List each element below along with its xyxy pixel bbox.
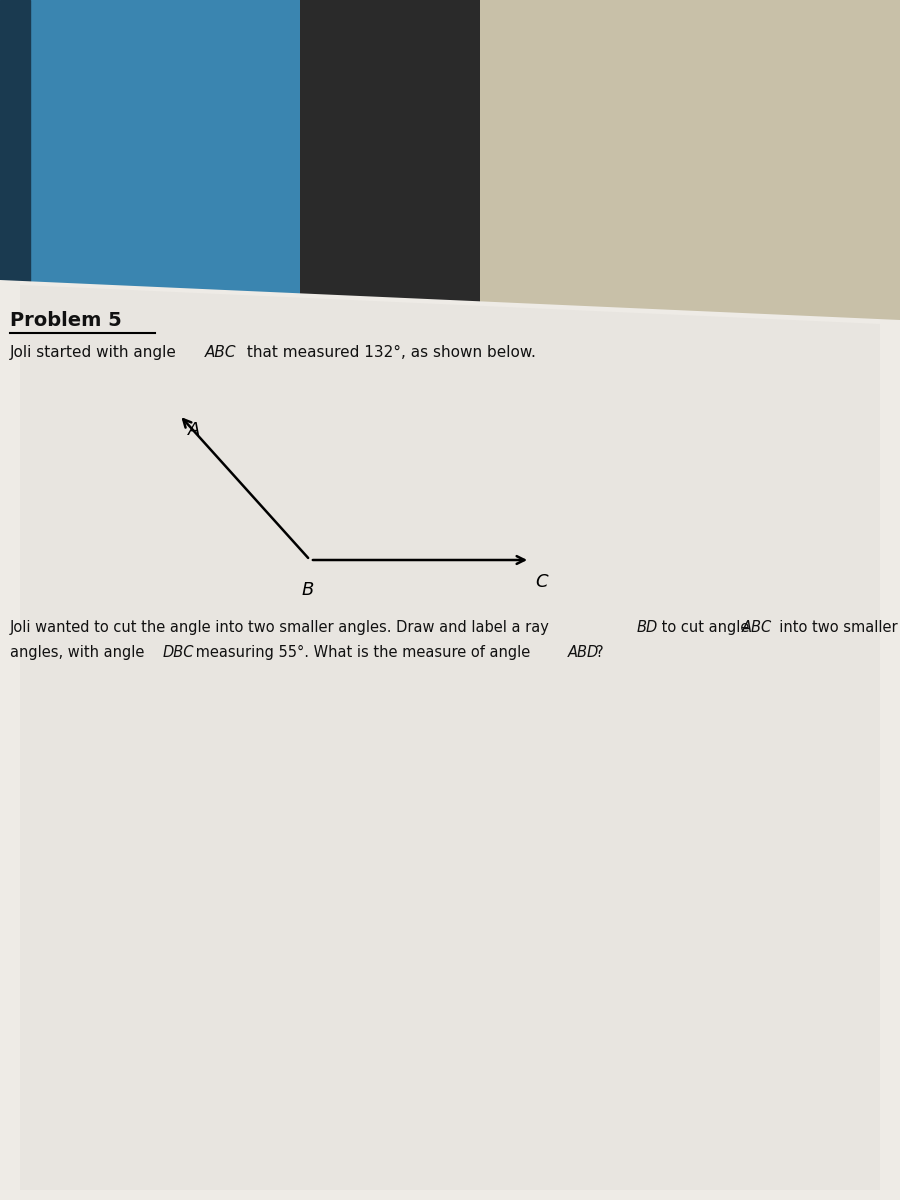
Text: BD: BD [637,620,658,635]
Bar [0,580,900,1200]
Text: to cut angle: to cut angle [657,620,754,635]
Text: ?: ? [596,646,604,660]
Text: DBC: DBC [163,646,194,660]
Text: Problem 5: Problem 5 [10,311,122,330]
Bar [0,0,900,600]
Text: angles, with angle: angles, with angle [10,646,149,660]
Text: that measured 132°, as shown below.: that measured 132°, as shown below. [242,346,536,360]
Text: ABC: ABC [742,620,772,635]
Text: Joli started with angle: Joli started with angle [10,346,182,360]
Text: A: A [187,421,200,439]
Text: into two smaller: into two smaller [770,620,897,635]
Text: C: C [535,572,547,590]
Text: measuring 55°. What is the measure of angle: measuring 55°. What is the measure of an… [191,644,535,660]
Bar [0,0,30,600]
Polygon shape [0,280,900,1200]
Polygon shape [480,0,900,500]
Polygon shape [20,284,880,1190]
Bar [0,800,900,1200]
Text: Joli wanted to cut the angle into two smaller angles. Draw and label a ray: Joli wanted to cut the angle into two sm… [10,620,554,635]
Polygon shape [300,0,900,520]
Text: B: B [302,581,314,599]
Text: ABC: ABC [205,346,237,360]
Text: ABD: ABD [568,646,599,660]
